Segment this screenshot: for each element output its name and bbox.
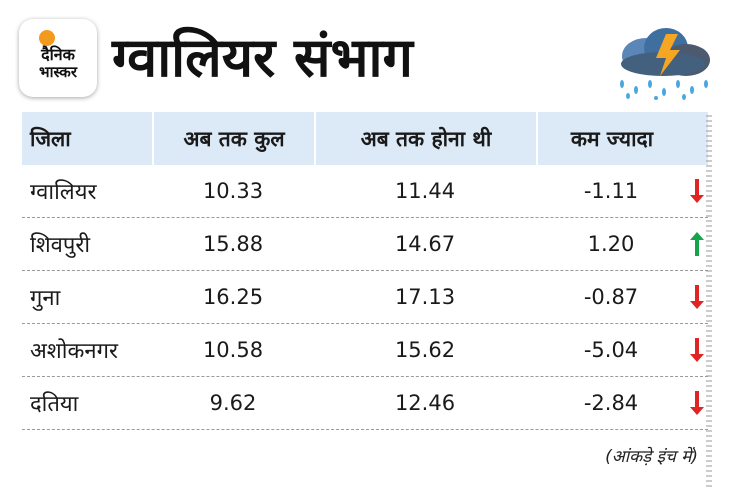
total-cell: 9.62 [209, 391, 257, 415]
difference-cell: -5.04 [583, 338, 639, 362]
table-row: दतिया 9.62 12.46 -2.84 [22, 377, 708, 430]
total-cell: 10.33 [202, 179, 264, 203]
page-title: ग्वालियर संभाग [112, 26, 413, 89]
rain-cloud-lightning-icon [620, 28, 710, 100]
header-district: जिला [30, 126, 71, 151]
difference-cell: 1.20 [587, 232, 635, 256]
total-cell: 15.88 [202, 232, 264, 256]
sun-icon [39, 30, 55, 46]
logo-line2: भास्कर [39, 62, 77, 81]
header-difference: कम ज्यादा [536, 112, 686, 165]
district-cell: ग्वालियर [30, 180, 97, 205]
arrow-down-icon [686, 165, 708, 217]
dainik-bhaskar-logo: दैनिक भास्कर [19, 19, 97, 97]
table-row: शिवपुरी 15.88 14.67 1.20 [22, 218, 708, 271]
units-note: (आंकड़े इंच में) [605, 447, 698, 467]
difference-cell: -2.84 [583, 391, 639, 415]
table-row: गुना 16.25 17.13 -0.87 [22, 271, 708, 324]
table-row: अशोकनगर 10.58 15.62 -5.04 [22, 324, 708, 377]
rainfall-table: जिला अब तक कुल अब तक होना थी कम ज्यादा ग… [22, 112, 708, 430]
expected-cell: 12.46 [394, 391, 456, 415]
expected-cell: 11.44 [394, 179, 456, 203]
expected-cell: 14.67 [394, 232, 456, 256]
district-cell: अशोकनगर [30, 339, 118, 364]
total-cell: 16.25 [202, 285, 264, 309]
logo-line1: दैनिक [41, 44, 75, 64]
arrow-down-icon [686, 271, 708, 323]
expected-cell: 17.13 [394, 285, 456, 309]
total-cell: 10.58 [202, 338, 264, 362]
arrow-up-icon [686, 218, 708, 270]
table-row: ग्वालियर 10.33 11.44 -1.11 [22, 165, 708, 218]
arrow-down-icon [686, 324, 708, 376]
difference-cell: -0.87 [583, 285, 639, 309]
district-cell: गुना [30, 286, 61, 311]
header-total: अब तक कुल [152, 112, 314, 165]
expected-cell: 15.62 [394, 338, 456, 362]
side-ruler [706, 115, 712, 487]
difference-cell: -1.11 [583, 179, 639, 203]
arrow-down-icon [686, 377, 708, 429]
district-cell: दतिया [30, 392, 79, 417]
district-cell: शिवपुरी [30, 233, 91, 258]
header-expected: अब तक होना थी [314, 112, 536, 165]
table-header: जिला अब तक कुल अब तक होना थी कम ज्यादा [22, 112, 708, 165]
